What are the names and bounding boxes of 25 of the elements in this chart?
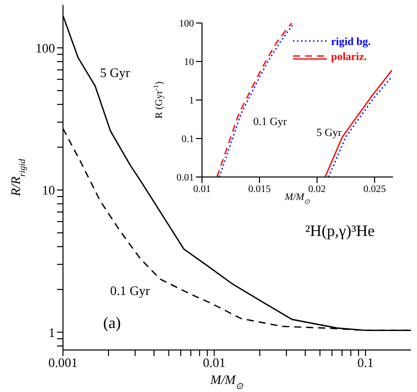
x-tick-label: 0.01 [202,355,226,370]
y-tick-label: 100 [36,40,55,56]
y-tick-label: 10 [42,182,55,198]
x-tick-label: 0.015 [248,184,271,196]
annotation: (a) [103,315,121,332]
legend-label: polariz. [331,51,367,63]
legend-label: rigid bg. [331,36,371,48]
x-tick-label: 0.02 [308,184,326,196]
x-tick-label: 0.1 [357,355,374,370]
y-tick-label: 1 [48,324,55,340]
x-axis-title: M/M$_{⊙}$ [284,192,310,206]
y-tick-label: 1 [189,96,194,107]
x-tick-label: 0.025 [363,184,386,196]
annotation: 5 Gyr [100,65,131,80]
annotation: ²H(p,γ)³He [305,223,375,240]
annotation: 0.1 Gyr [110,283,151,298]
x-axis-title: M/M$_{⊙}$ [209,372,244,391]
x-tick-label: 0.01 [193,184,211,196]
x-tick-label: 0.001 [48,355,78,370]
annotation: 0.1 Gyr [253,116,288,128]
annotation: 5 Gyr [316,127,342,139]
y-tick-label: 10 [184,57,194,68]
y-tick-label: 0.1 [182,134,194,146]
y-tick-label: 0.01 [176,172,194,184]
y-tick-label: 100 [179,18,194,30]
